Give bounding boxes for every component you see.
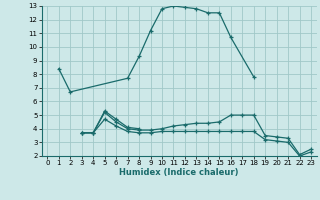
X-axis label: Humidex (Indice chaleur): Humidex (Indice chaleur): [119, 168, 239, 177]
